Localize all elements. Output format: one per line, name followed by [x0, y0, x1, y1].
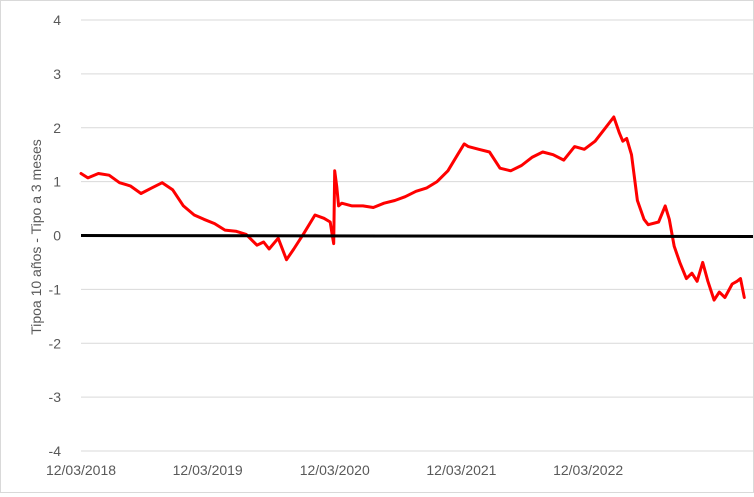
x-tick-label: 12/03/2020: [300, 462, 370, 478]
y-tick-label: 3: [53, 66, 61, 82]
x-tick-label: 12/03/2019: [173, 462, 243, 478]
series-group: [79, 115, 746, 302]
zero-line: [80, 234, 754, 238]
y-tick-label: 4: [53, 12, 61, 28]
y-tick-label: -1: [49, 281, 62, 297]
x-tick-label: 12/03/2018: [46, 462, 116, 478]
gridlines: [81, 19, 753, 452]
y-axis-ticks: 4 3 2 1 0 -1 -2 -3 -4: [49, 12, 62, 459]
series-line: [79, 115, 746, 302]
y-axis-label: Tipoa 10 años - Tipo a 3 meses: [28, 139, 44, 335]
y-tick-label: -3: [49, 389, 62, 405]
y-tick-label: 0: [53, 228, 61, 244]
x-axis-ticks: 12/03/2018 12/03/2019 12/03/2020 12/03/2021…: [46, 462, 623, 478]
x-tick-label: 12/03/2022: [553, 462, 623, 478]
y-tick-label: 1: [53, 174, 61, 190]
y-tick-label: -2: [49, 335, 62, 351]
y-tick-label: 2: [53, 120, 61, 136]
x-tick-label: 12/03/2021: [426, 462, 496, 478]
y-tick-label: -4: [49, 443, 62, 459]
